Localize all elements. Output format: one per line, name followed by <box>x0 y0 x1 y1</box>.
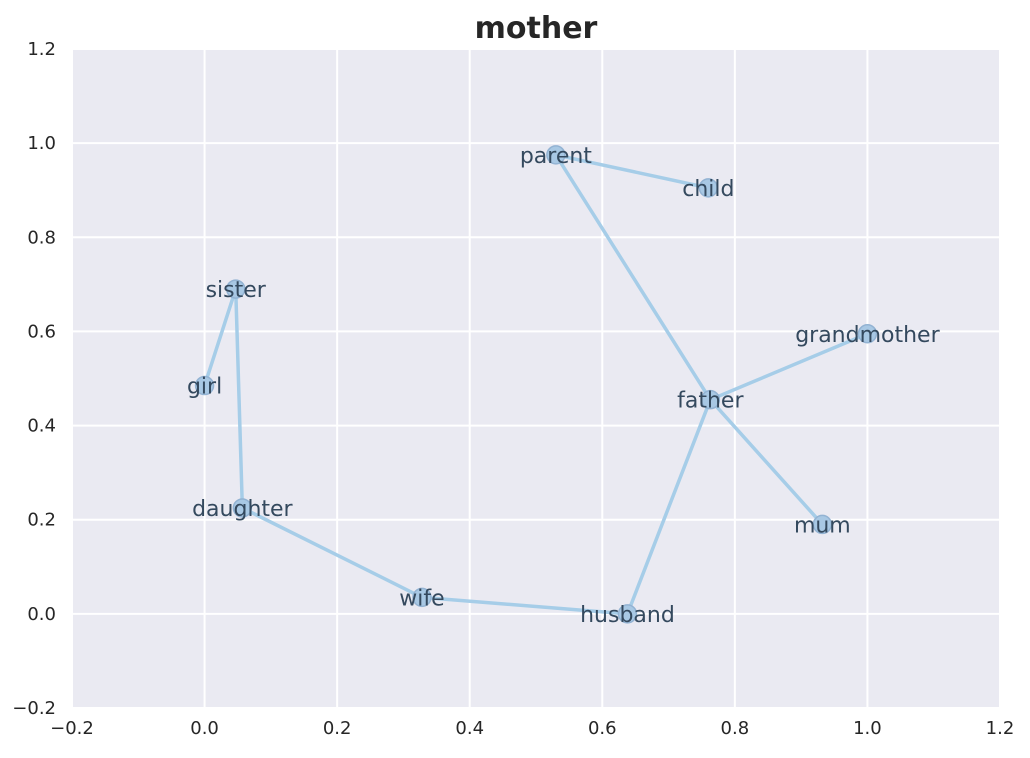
y-tick-label: 1.0 <box>27 133 56 154</box>
point-marker <box>546 145 566 165</box>
x-axis: −0.2 0.0 0.2 0.4 0.6 0.8 1.0 1.2 <box>50 718 1014 739</box>
point-marker <box>812 514 833 535</box>
point-marker <box>857 324 878 344</box>
edge-line <box>240 506 424 600</box>
edge-line <box>708 332 870 402</box>
point-marker <box>194 375 215 396</box>
x-tick-label: −0.2 <box>50 718 94 739</box>
x-tick-label: 0.2 <box>323 718 352 739</box>
edge-line <box>708 397 825 527</box>
point-label: parent <box>520 144 592 169</box>
point-label: girl <box>187 375 222 400</box>
chart-title: mother <box>475 11 598 46</box>
edge-line <box>233 287 245 510</box>
y-tick-label: 0.2 <box>27 510 56 531</box>
y-tick-label: 0.6 <box>27 321 56 342</box>
y-tick-label: −0.2 <box>12 698 56 719</box>
edge-line <box>202 287 238 388</box>
y-tick-label: 1.2 <box>27 39 56 60</box>
point-label: wife <box>399 586 444 611</box>
edge-line <box>554 153 711 190</box>
edges <box>202 153 870 616</box>
x-tick-label: 1.2 <box>986 718 1015 739</box>
x-tick-label: 0.6 <box>588 718 617 739</box>
point-marker <box>617 604 638 624</box>
grid <box>71 48 1001 709</box>
point-labels: parent child sister girl grandmother father da… <box>187 144 941 628</box>
edge-line <box>554 153 713 402</box>
x-tick-label: 1.0 <box>853 718 882 739</box>
y-tick-label: 0.0 <box>27 604 56 625</box>
x-tick-label: 0.8 <box>721 718 750 739</box>
point-label: sister <box>206 278 267 303</box>
point-label: child <box>682 177 734 202</box>
point-marker <box>698 178 719 198</box>
point-label: husband <box>580 603 675 628</box>
point-label: father <box>677 389 744 414</box>
point-label: daughter <box>192 497 293 522</box>
point-marker <box>700 389 721 410</box>
plot-area <box>72 49 1000 708</box>
point-marker <box>225 279 246 299</box>
edge-line <box>625 397 713 616</box>
markers <box>194 145 878 624</box>
point-marker <box>412 587 432 608</box>
y-tick-label: 0.4 <box>27 416 56 437</box>
point-marker <box>232 498 253 518</box>
x-tick-label: 0.4 <box>455 718 484 739</box>
y-tick-label: 0.8 <box>27 227 56 248</box>
x-tick-label: 0.0 <box>190 718 219 739</box>
y-axis: −0.2 0.0 0.2 0.4 0.6 0.8 1.0 1.2 <box>12 39 56 719</box>
point-label: mum <box>794 513 851 538</box>
point-label: grandmother <box>795 323 940 348</box>
edge-line <box>420 595 630 616</box>
